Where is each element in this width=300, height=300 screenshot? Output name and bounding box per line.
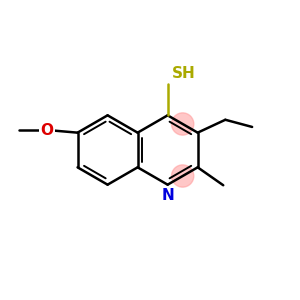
Text: SH: SH — [172, 66, 196, 81]
Circle shape — [172, 165, 194, 187]
Circle shape — [172, 113, 194, 135]
Text: N: N — [161, 188, 174, 203]
Text: O: O — [41, 122, 54, 137]
